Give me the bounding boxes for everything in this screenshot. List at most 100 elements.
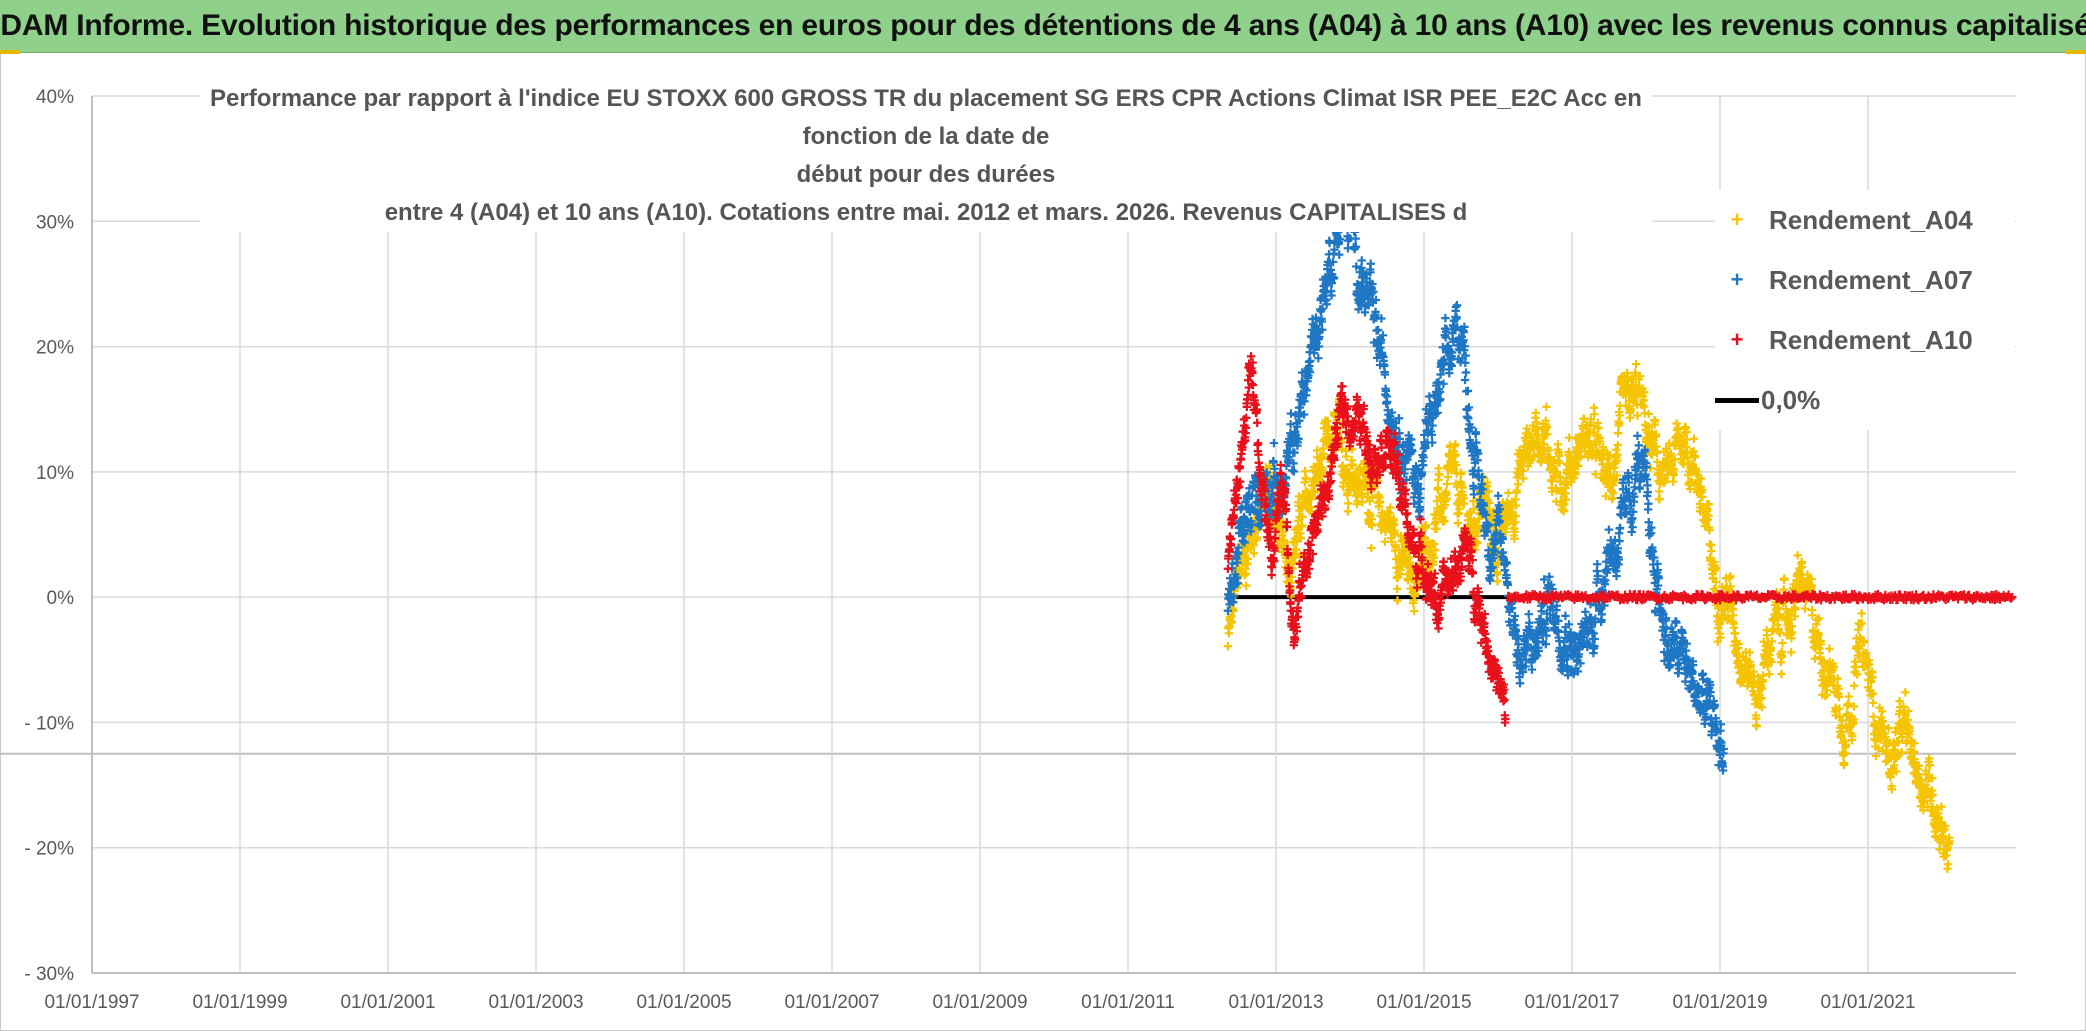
rendement-a07-point: [1493, 491, 1503, 501]
x-tick-label: 01/01/1997: [44, 992, 139, 1013]
rendement-a04-point: [1936, 838, 1945, 847]
rendement-a04-point: [1861, 648, 1871, 658]
x-tick-label: 01/01/2009: [932, 992, 1027, 1013]
rendement-a04-point: [1474, 523, 1483, 533]
rendement-a04-point: [1874, 744, 1883, 753]
rendement-a07-point: [1464, 414, 1473, 423]
rendement-a04-point: [1242, 581, 1251, 590]
rendement-a07-point: [1633, 431, 1642, 441]
rendement-a04-point: [1560, 500, 1569, 509]
rendement-a04-point: [1837, 716, 1847, 725]
rendement-a04-point: [1609, 489, 1618, 498]
rendement-a04-point: [1904, 706, 1913, 716]
rendement-a04-point: [1393, 596, 1402, 605]
rendement-a04-point: [1640, 388, 1649, 397]
rendement-a07-point: [1294, 434, 1303, 444]
rendement-a04-point: [1533, 422, 1542, 432]
rendement-a04-point: [1662, 444, 1671, 454]
rendement-a07-point: [1635, 484, 1644, 493]
rendement-a04-point: [1928, 773, 1937, 783]
x-tick-label: 01/01/2013: [1228, 992, 1323, 1013]
rendement-a04-point: [1849, 715, 1858, 724]
rendement-a04-point: [1409, 606, 1419, 616]
rendement-a04-point: [1469, 504, 1478, 514]
rendement-a04-point: [1652, 448, 1662, 458]
rendement-a04-point: [1451, 450, 1460, 459]
rendement-a04-point: [1697, 485, 1707, 494]
rendement-a04-point: [1249, 540, 1258, 550]
rendement-a04-point: [1711, 564, 1720, 573]
rendement-a04-point: [1821, 691, 1830, 701]
rendement-a04-point: [1758, 671, 1768, 680]
rendement-a04-point: [1834, 684, 1843, 693]
rendement-a04-point: [1928, 802, 1938, 812]
rendement-a04-point: [1539, 449, 1548, 459]
rendement-a04-point: [1357, 485, 1367, 494]
rendement-a07-point: [1471, 428, 1481, 437]
x-tick-label: 01/01/2003: [488, 992, 583, 1013]
rendement-a04-point: [1644, 409, 1653, 419]
rendement-a04-point: [1780, 574, 1789, 583]
x-tick-label: 01/01/2017: [1524, 992, 1619, 1013]
rendement-a04-point: [1886, 772, 1895, 782]
rendement-a04-point: [1682, 427, 1691, 437]
rendement-a04-point: [1318, 469, 1327, 478]
rendement-a04-point: [1296, 534, 1306, 543]
y-tick-label: 20%: [36, 338, 74, 359]
rendement-a04-point: [1433, 483, 1443, 493]
rendement-a04-point: [1901, 688, 1910, 697]
rendement-a04-point: [1595, 437, 1605, 446]
rendement-a04-point: [1451, 440, 1460, 449]
rendement-a04-point: [1791, 605, 1800, 614]
rendement-a04-point: [1857, 619, 1867, 628]
rendement-a04-point: [1375, 498, 1385, 507]
rendement-a04-point: [1453, 518, 1463, 528]
rendement-a04-point: [1800, 604, 1810, 613]
rendement-a04-point: [1543, 430, 1552, 439]
rendement-a07-point: [1240, 529, 1249, 539]
y-tick-label: - 20%: [24, 839, 74, 860]
rendement-a04-point: [1910, 738, 1919, 748]
rendement-a07-point: [1460, 375, 1470, 385]
rendement-a04-point: [1934, 813, 1943, 822]
x-tick-label: 01/01/1999: [192, 992, 287, 1013]
rendement-a04-point: [1537, 455, 1547, 464]
rendement-a04-point: [1797, 563, 1807, 572]
rendement-a10-point: [1246, 352, 1256, 361]
rendement-a04-point: [1324, 421, 1333, 431]
rendement-a04-point: [1575, 453, 1584, 462]
rendement-a07-point: [1302, 386, 1311, 395]
rendement-a04-point: [1298, 522, 1307, 531]
rendement-a04-point: [1386, 503, 1395, 512]
rendement-a07-point: [1306, 356, 1315, 366]
rendement-a04-point: [1442, 479, 1452, 489]
rendement-a07-point: [1286, 409, 1296, 418]
rendement-a04-point: [1615, 411, 1624, 420]
rendement-a04-point: [1459, 499, 1469, 508]
rendement-a04-point: [1504, 488, 1513, 498]
rendement-a04-point: [1594, 423, 1603, 433]
rendement-a04-point: [1857, 609, 1866, 618]
rendement-a04-point: [1822, 686, 1832, 695]
rendement-a04-point: [1611, 445, 1621, 454]
rendement-a07-point: [1634, 441, 1643, 450]
rendement-a07-point: [1314, 353, 1323, 363]
rendement-a04-point: [1456, 469, 1466, 479]
rendement-a04-point: [1561, 495, 1571, 504]
rendement-a04-point: [1726, 582, 1735, 591]
banner-title: ADAM Informe. Evolution historique des p…: [0, 9, 2086, 42]
rendement-a04-point: [1884, 723, 1893, 733]
rendement-a04-point: [1734, 639, 1743, 649]
rendement-a04-point: [1807, 581, 1816, 590]
rendement-a04-point: [1793, 551, 1802, 560]
rendement-a04-point: [1555, 458, 1564, 468]
x-tick-label: 01/01/2001: [340, 992, 435, 1013]
rendement-a04-point: [1790, 612, 1800, 621]
rendement-a04-point: [1865, 660, 1874, 669]
rendement-a07-point: [1234, 543, 1243, 552]
rendement-a04-point: [1941, 821, 1950, 831]
rendement-a04-point: [1650, 417, 1660, 426]
rendement-a07-point: [1290, 448, 1299, 457]
rendement-a07-point: [1463, 386, 1473, 396]
rendement-a04-point: [1367, 521, 1377, 530]
